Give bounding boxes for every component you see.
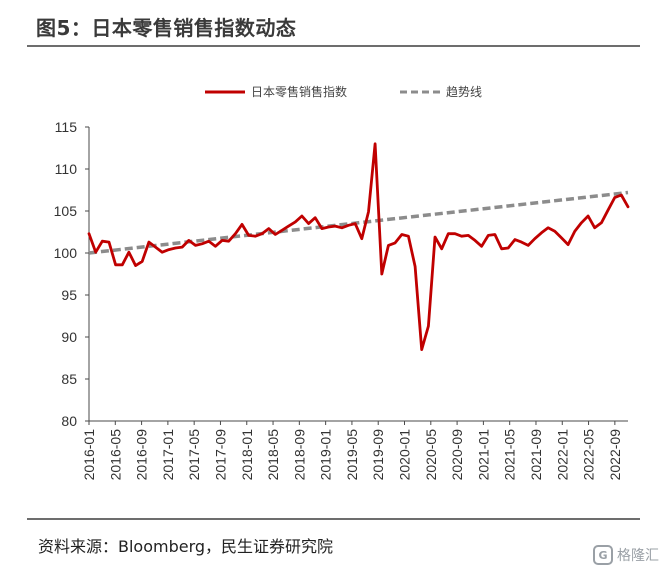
watermark: G 格隆汇 xyxy=(593,545,659,565)
x-tick-label: 2020-05 xyxy=(423,429,439,481)
x-tick-label: 2016-05 xyxy=(107,429,123,481)
x-tick-label: 2017-05 xyxy=(186,429,202,481)
legend-label-index: 日本零售销售指数 xyxy=(251,84,347,99)
y-tick-labels: 80 85 90 95 100 105 110 115 xyxy=(54,119,78,429)
source-note: 资料来源：Bloomberg，民生证券研究院 xyxy=(38,537,334,556)
x-tick-label: 2022-01 xyxy=(554,429,570,481)
x-tick-label: 2019-05 xyxy=(344,429,360,481)
retail-index-line xyxy=(87,142,630,352)
x-tick-label: 2018-05 xyxy=(265,429,281,481)
x-tick-label: 2016-01 xyxy=(81,429,97,481)
retail-sales-chart: 日本零售销售指数 趋势线 80 85 90 95 100 105 110 115 2016-0… xyxy=(54,84,630,481)
y-tick-label: 110 xyxy=(55,161,78,177)
x-tick-label: 2020-01 xyxy=(397,429,413,481)
x-tick-label: 2018-09 xyxy=(291,429,307,481)
x-tick-label: 2017-01 xyxy=(160,429,176,481)
watermark-text: 格隆汇 xyxy=(617,548,659,564)
y-tick-label: 95 xyxy=(61,287,77,303)
legend-label-trend: 趋势线 xyxy=(446,85,482,99)
x-tick-label: 2017-09 xyxy=(212,429,228,481)
figure-title: 图5：日本零售销售指数动态 xyxy=(36,16,297,40)
x-tick-label: 2019-09 xyxy=(370,429,386,481)
y-tick-label: 90 xyxy=(61,329,77,345)
x-tick-label: 2022-05 xyxy=(581,429,597,481)
plot-area xyxy=(87,142,630,352)
x-tick-label: 2021-01 xyxy=(475,429,491,481)
x-tick-label: 2019-01 xyxy=(318,429,334,481)
x-tick-labels: 2016-01 2016-05 2016-09 2017-01 2017-05 2017-… xyxy=(81,429,623,481)
x-tick-label: 2018-01 xyxy=(239,429,255,481)
y-tick-label: 105 xyxy=(54,203,78,219)
title-divider xyxy=(27,45,640,47)
chart-legend: 日本零售销售指数 趋势线 xyxy=(205,84,482,99)
y-tick-label: 100 xyxy=(54,245,78,261)
watermark-logo-icon: G xyxy=(593,545,613,565)
chart-axes xyxy=(85,126,628,425)
x-tick-label: 2016-09 xyxy=(134,429,150,481)
x-tick-label: 2021-05 xyxy=(502,429,518,481)
y-tick-label: 85 xyxy=(61,371,77,387)
trend-line xyxy=(88,190,629,255)
x-tick-label: 2020-09 xyxy=(449,429,465,481)
y-tick-label: 115 xyxy=(55,119,78,135)
x-tick-label: 2022-09 xyxy=(607,429,623,481)
x-tick-label: 2021-09 xyxy=(528,429,544,481)
y-tick-label: 80 xyxy=(61,413,77,429)
footer-divider xyxy=(27,518,640,520)
